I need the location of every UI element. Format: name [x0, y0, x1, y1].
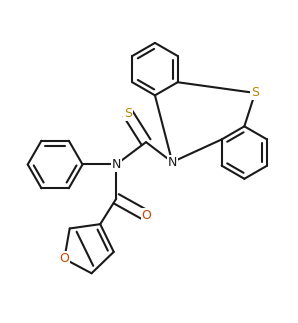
Text: S: S [251, 87, 259, 99]
Text: N: N [111, 158, 121, 171]
Text: O: O [59, 252, 69, 265]
Text: O: O [142, 209, 152, 222]
Text: S: S [124, 107, 132, 120]
Text: N: N [167, 156, 177, 169]
